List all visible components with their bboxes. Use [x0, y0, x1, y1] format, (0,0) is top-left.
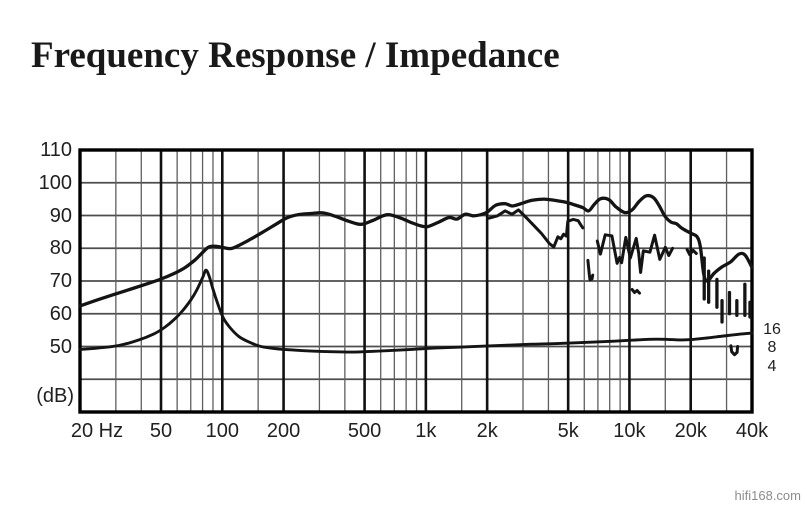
plot-border	[78, 148, 754, 414]
y-tick-label-50: 50	[49, 335, 72, 358]
x-tick-label-20Hz: 20 Hz	[70, 420, 124, 442]
x-tick-label-20k: 20k	[674, 420, 707, 442]
x-tick-label-40k: 40k	[735, 420, 769, 442]
x-tick-label-2k: 2k	[476, 420, 498, 442]
y-tick-label-100: 100	[38, 171, 72, 194]
grid-vertical-minor-lines	[115, 150, 728, 412]
x-tick-label-100: 100	[205, 420, 239, 442]
x-tick-label-200: 200	[266, 420, 301, 442]
impedance-tick-label-8: 8	[767, 339, 777, 357]
response-secondary-segment-0	[487, 208, 585, 249]
y-tick-label-60: 60	[49, 302, 72, 325]
response-secondary-segment-3	[685, 248, 698, 257]
frequency-response-path	[78, 193, 754, 308]
x-tick-label-50: 50	[149, 420, 173, 442]
frequency-response-curve	[78, 193, 754, 308]
impedance-curve	[78, 268, 754, 354]
impedance-tick-label-16: 16	[763, 321, 781, 339]
watermark: hifi168.com	[734, 488, 801, 503]
response-secondary-segment-2	[595, 233, 675, 274]
y-axis-unit-label: (dB)	[36, 385, 74, 407]
response-secondary-segment-5	[729, 344, 740, 357]
y-tick-label-70: 70	[49, 270, 72, 292]
y-tick-label-90: 90	[49, 204, 72, 227]
response-secondary-curve	[487, 208, 740, 357]
y-tick-label-110: 110	[40, 139, 72, 161]
x-tick-label-5k: 5k	[557, 420, 579, 442]
response-secondary-segment-1	[586, 258, 595, 282]
x-tick-label-1k: 1k	[415, 420, 437, 442]
impedance-path	[78, 268, 754, 354]
impedance-tick-label-4: 4	[767, 357, 777, 375]
response-dropout-dashes-curve	[702, 256, 752, 324]
page-title: Frequency Response / Impedance	[31, 35, 560, 76]
x-tick-label-500: 500	[347, 420, 382, 442]
y-tick-label-80: 80	[49, 237, 72, 260]
x-tick-label-10k: 10k	[613, 420, 646, 442]
grid-vertical-major-lines	[159, 150, 693, 412]
response-secondary-segment-4	[630, 288, 641, 295]
